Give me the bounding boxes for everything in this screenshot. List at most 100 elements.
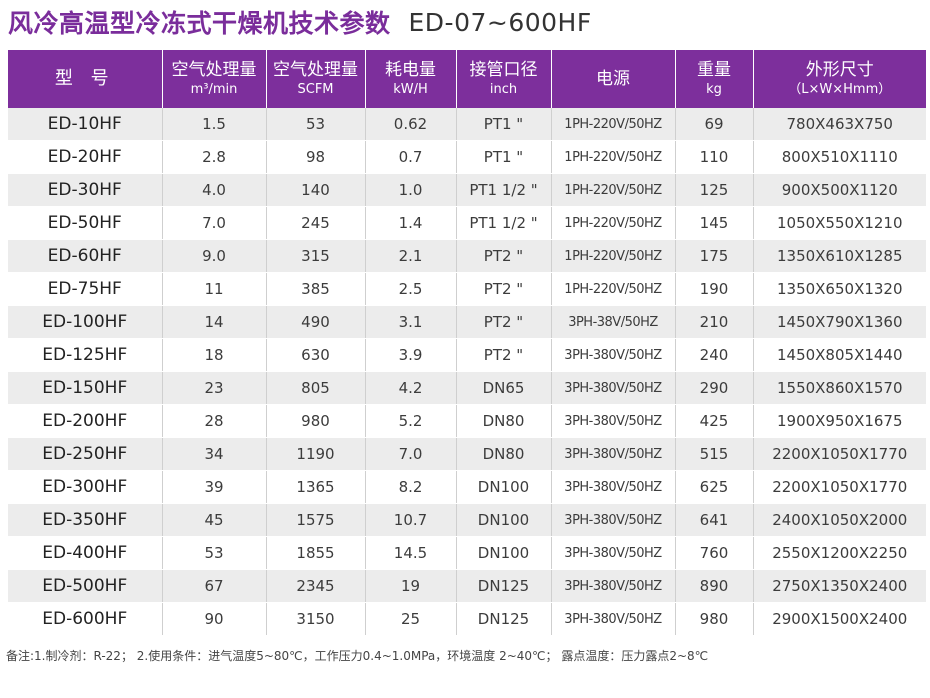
power-consumption-cell: 10.7 [364,503,456,537]
model-cell: ED-10HF [8,108,162,141]
model-cell: ED-400HF [8,536,162,570]
column-header-pipe-size: 接管口径 inch [455,50,551,108]
power-supply-cell: 1PH-220V/50HZ [550,173,675,207]
table-row: ED-50HF 7.0 245 1.4 PT1 1/2 " 1PH-220V/50HZ 14… [8,206,926,240]
model-range: ED-07~600HF [408,7,592,37]
model-cell: ED-20HF [8,140,162,174]
model-cell: ED-300HF [8,470,162,504]
power-supply-cell: 3PH-380V/50HZ [550,536,675,570]
dimensions-cell: 1350X610X1285 [752,239,926,273]
power-consumption-cell: 0.7 [364,140,456,174]
flow-m3-cell: 14 [161,305,266,339]
pipe-size-cell: DN125 [455,602,551,636]
dimensions-cell: 1450X805X1440 [752,338,926,372]
flow-m3-cell: 34 [161,437,266,471]
column-header-label: 电源 [596,69,630,89]
table-row: ED-300HF 39 1365 8.2 DN100 3PH-380V/50HZ 625 22… [8,470,926,504]
column-header-label: 接管口径 [469,60,538,80]
model-cell: ED-350HF [8,503,162,537]
table-row: ED-400HF 53 1855 14.5 DN100 3PH-380V/50HZ 760 2… [8,536,926,570]
power-supply-cell: 1PH-220V/50HZ [550,206,675,240]
pipe-size-cell: PT1 1/2 " [455,173,551,207]
power-supply-cell: 1PH-220V/50HZ [550,239,675,273]
column-header-flow-scfm: 空气处理量 SCFM [265,50,365,108]
power-supply-cell: 1PH-220V/50HZ [550,140,675,174]
pipe-size-cell: DN65 [455,371,551,405]
column-header-label: 空气处理量 [273,60,358,80]
flow-m3-cell: 4.0 [161,173,266,207]
model-cell: ED-250HF [8,437,162,471]
power-consumption-cell: 3.9 [364,338,456,372]
table-row: ED-250HF 34 1190 7.0 DN80 3PH-380V/50HZ 515 220… [8,437,926,471]
power-consumption-cell: 25 [364,602,456,636]
pipe-size-cell: DN100 [455,503,551,537]
dimensions-cell: 1050X550X1210 [752,206,926,240]
dimensions-cell: 1450X790X1360 [752,305,926,339]
weight-cell: 145 [674,206,753,240]
table-row: ED-150HF 23 805 4.2 DN65 3PH-380V/50HZ 290 1550… [8,371,926,405]
flow-m3-cell: 39 [161,470,266,504]
flow-m3-cell: 45 [161,503,266,537]
power-supply-cell: 3PH-38V/50HZ [550,305,675,339]
table-row: ED-10HF 1.5 53 0.62 PT1 " 1PH-220V/50HZ 69 780X… [8,108,926,141]
power-supply-cell: 3PH-380V/50HZ [550,404,675,438]
power-consumption-cell: 1.4 [364,206,456,240]
spec-table-body: ED-10HF 1.5 53 0.62 PT1 " 1PH-220V/50HZ 69 780X… [8,108,926,636]
power-consumption-cell: 19 [364,569,456,603]
page-title: 风冷高温型冷冻式干燥机技术参数 [8,9,391,38]
dimensions-cell: 1550X860X1570 [752,371,926,405]
flow-m3-cell: 1.5 [161,108,266,141]
weight-cell: 125 [674,173,753,207]
weight-cell: 240 [674,338,753,372]
model-cell: ED-150HF [8,371,162,405]
column-header-unit: SCFM [297,82,334,97]
pipe-size-cell: DN80 [455,404,551,438]
column-header-unit: kW/H [393,82,428,97]
power-consumption-cell: 2.5 [364,272,456,306]
weight-cell: 425 [674,404,753,438]
flow-m3-cell: 9.0 [161,239,266,273]
pipe-size-cell: PT1 " [455,108,551,141]
dimensions-cell: 1350X650X1320 [752,272,926,306]
column-header-model: 型 号 [8,50,162,108]
table-row: ED-75HF 11 385 2.5 PT2 " 1PH-220V/50HZ 190 1350… [8,272,926,306]
dimensions-cell: 900X500X1120 [752,173,926,207]
dimensions-cell: 2900X1500X2400 [752,602,926,636]
table-row: ED-600HF 90 3150 25 DN125 3PH-380V/50HZ 980 290… [8,602,926,636]
flow-scfm-cell: 1575 [265,503,365,537]
flow-scfm-cell: 490 [265,305,365,339]
dimensions-cell: 780X463X750 [752,108,926,141]
column-header-label: 型 号 [54,68,115,89]
model-cell: ED-200HF [8,404,162,438]
column-header-label: 耗电量 [385,60,436,80]
flow-scfm-cell: 53 [265,108,365,141]
flow-scfm-cell: 98 [265,140,365,174]
model-cell: ED-600HF [8,602,162,636]
pipe-size-cell: PT1 1/2 " [455,206,551,240]
flow-scfm-cell: 980 [265,404,365,438]
dimensions-cell: 2750X1350X2400 [752,569,926,603]
dimensions-cell: 2400X1050X2000 [752,503,926,537]
flow-m3-cell: 90 [161,602,266,636]
flow-m3-cell: 67 [161,569,266,603]
flow-scfm-cell: 385 [265,272,365,306]
flow-scfm-cell: 805 [265,371,365,405]
column-header-unit: （L×W×Hmm） [788,82,892,97]
weight-cell: 890 [674,569,753,603]
column-header-dimensions: 外形尺寸 （L×W×Hmm） [752,50,926,108]
flow-m3-cell: 53 [161,536,266,570]
pipe-size-cell: PT2 " [455,272,551,306]
power-consumption-cell: 2.1 [364,239,456,273]
pipe-size-cell: PT2 " [455,338,551,372]
flow-scfm-cell: 630 [265,338,365,372]
column-header-power-consumption: 耗电量 kW/H [364,50,456,108]
power-consumption-cell: 3.1 [364,305,456,339]
table-row: ED-350HF 45 1575 10.7 DN100 3PH-380V/50HZ 641 2… [8,503,926,537]
dimensions-cell: 800X510X1110 [752,140,926,174]
power-supply-cell: 3PH-380V/50HZ [550,338,675,372]
power-supply-cell: 1PH-220V/50HZ [550,272,675,306]
column-header-unit: m³/min [190,82,238,97]
model-cell: ED-75HF [8,272,162,306]
header-row: 型 号 空气处理量 m³/min 空气处理量 SCFM 耗电量 kW/H 接管口… [8,50,926,108]
weight-cell: 515 [674,437,753,471]
